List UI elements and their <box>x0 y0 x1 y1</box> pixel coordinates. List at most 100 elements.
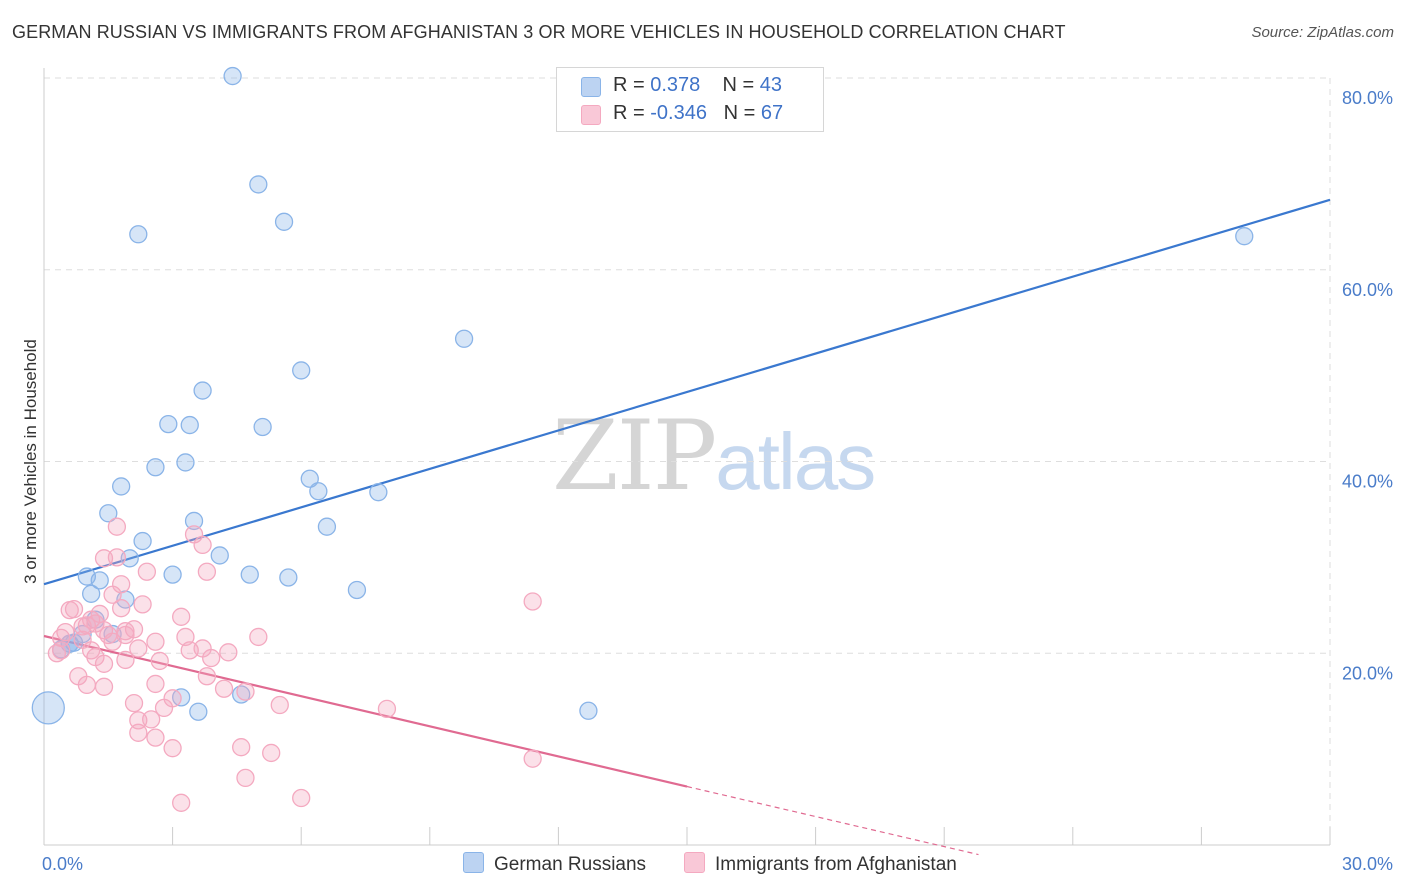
trend-lines <box>43 198 1331 856</box>
y-tick-label: 60.0% <box>1342 280 1393 300</box>
point-afghanistan <box>197 562 217 581</box>
point-afghanistan <box>77 675 97 695</box>
point-german-russians <box>163 565 182 584</box>
point-german-russians <box>189 702 208 721</box>
legend-row-afghanistan: R = -0.346 N = 67 <box>581 102 783 128</box>
n-value: 43 <box>759 74 783 96</box>
point-german-russians <box>369 483 388 502</box>
point-afghanistan <box>146 728 165 747</box>
point-afghanistan <box>116 650 135 670</box>
point-afghanistan <box>47 644 67 663</box>
legend-item-afghanistan: Immigrants from Afghanistan <box>684 852 957 876</box>
point-german-russians <box>579 701 598 720</box>
point-afghanistan <box>236 768 255 788</box>
point-german-russians <box>180 415 199 435</box>
point-german-russians <box>292 361 311 380</box>
point-german-russians <box>317 517 337 536</box>
point-afghanistan <box>180 641 199 660</box>
point-german-russians <box>31 691 65 725</box>
point-afghanistan <box>163 739 182 758</box>
point-german-russians <box>253 417 272 437</box>
point-afghanistan <box>292 788 311 808</box>
y-tick-label: 80.0% <box>1342 88 1393 108</box>
legend-row-german-russians: R = 0.378 N = 43 <box>581 74 782 100</box>
n-label: N = <box>722 74 760 96</box>
point-afghanistan <box>232 738 251 757</box>
point-afghanistan <box>172 793 191 812</box>
point-german-russians <box>120 549 139 568</box>
point-afghanistan <box>107 548 127 567</box>
y-tick-label: 20.0% <box>1342 663 1393 683</box>
x-tick-label: 30.0% <box>1342 854 1393 874</box>
legend-text: R = 0.378 N = 43 <box>613 74 782 97</box>
point-afghanistan <box>219 643 238 662</box>
point-afghanistan <box>116 625 135 645</box>
point-afghanistan <box>94 549 114 568</box>
point-afghanistan <box>94 654 114 673</box>
data-points <box>31 66 1254 812</box>
legend-item-german-russians: German Russians <box>463 852 646 876</box>
point-afghanistan <box>146 674 165 694</box>
legend-label: German Russians <box>494 854 647 875</box>
legend-label: Immigrants from Afghanistan <box>715 854 957 875</box>
point-afghanistan <box>107 517 127 536</box>
grid-lines <box>44 77 1331 845</box>
r-value: -0.346 <box>650 102 707 124</box>
point-afghanistan <box>150 651 169 671</box>
point-afghanistan <box>377 699 397 719</box>
point-afghanistan <box>129 711 148 730</box>
point-afghanistan <box>523 749 542 768</box>
point-german-russians <box>454 329 474 348</box>
point-german-russians <box>193 381 212 400</box>
axes <box>43 68 1331 846</box>
point-afghanistan <box>129 723 148 742</box>
legend-swatch-blue <box>581 77 601 97</box>
y-tick-label: 40.0% <box>1342 472 1393 492</box>
point-afghanistan <box>202 648 221 668</box>
point-afghanistan <box>214 679 234 698</box>
point-afghanistan <box>154 698 174 718</box>
point-german-russians <box>82 584 101 603</box>
point-afghanistan <box>137 562 157 581</box>
n-value: 67 <box>760 102 784 124</box>
point-afghanistan <box>197 667 217 686</box>
point-german-russians <box>279 568 298 587</box>
axis-labels: 20.0% 40.0% 60.0% 80.0% 0.0% 30.0% 3 or more V… <box>21 88 1393 874</box>
point-afghanistan <box>112 599 131 618</box>
watermark-zip: ZIP <box>552 400 717 512</box>
legend-swatch-blue <box>463 852 484 873</box>
point-german-russians <box>309 482 328 501</box>
point-german-russians <box>347 580 367 600</box>
point-afghanistan <box>236 682 255 701</box>
point-german-russians <box>133 531 152 551</box>
legend-swatch-pink <box>684 852 705 873</box>
point-afghanistan <box>142 710 161 729</box>
point-german-russians <box>146 458 165 477</box>
point-german-russians <box>99 504 118 523</box>
y-axis-label: 3 or more Vehicles in Household <box>21 339 40 584</box>
point-afghanistan <box>249 627 268 647</box>
point-afghanistan <box>77 616 97 635</box>
point-german-russians <box>90 571 109 590</box>
point-german-russians <box>176 453 195 472</box>
point-afghanistan <box>172 607 191 626</box>
point-afghanistan <box>146 632 165 651</box>
x-tick-label: 0.0% <box>42 854 83 874</box>
point-german-russians <box>1235 227 1254 246</box>
point-german-russians <box>274 212 294 231</box>
trend-line <box>43 198 1331 586</box>
point-afghanistan <box>193 535 212 555</box>
point-german-russians <box>184 511 204 531</box>
point-afghanistan <box>176 627 195 647</box>
point-german-russians <box>223 66 242 86</box>
source-credit: Source: ZipAtlas.com <box>1251 24 1394 41</box>
point-german-russians <box>112 477 131 496</box>
point-afghanistan <box>129 639 148 658</box>
point-afghanistan <box>270 695 289 715</box>
n-label: N = <box>723 102 761 124</box>
r-value: 0.378 <box>650 74 701 96</box>
point-afghanistan <box>523 592 542 611</box>
point-afghanistan <box>133 595 152 614</box>
chart-title: GERMAN RUSSIAN VS IMMIGRANTS FROM AFGHAN… <box>12 22 1066 42</box>
